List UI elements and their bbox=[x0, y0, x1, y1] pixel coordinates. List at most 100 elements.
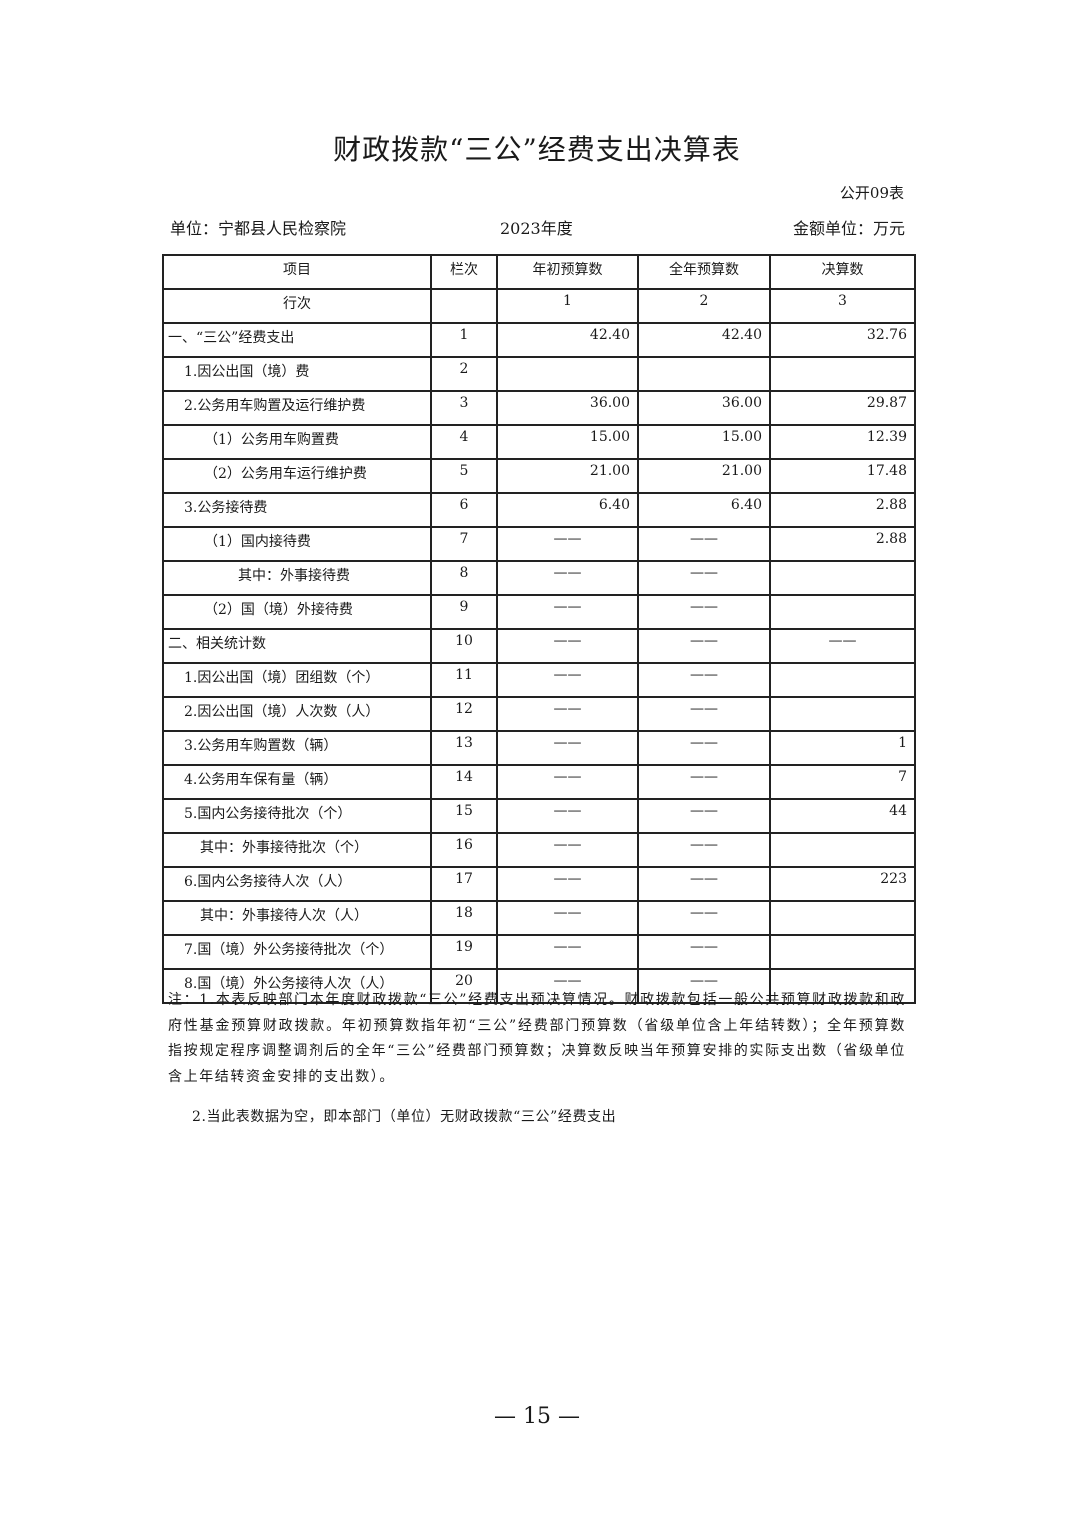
initial-budget-cell: —— bbox=[496, 798, 639, 834]
item-cell: 其中：外事接待批次（个） bbox=[162, 832, 432, 868]
document-title: 财政拨款“三公”经费支出决算表 bbox=[333, 133, 741, 166]
row-number-cell: 20 bbox=[430, 968, 498, 1004]
initial-budget-cell: 36.00 bbox=[496, 390, 639, 426]
page-number: — 15 — bbox=[494, 1404, 580, 1429]
index-row: 行次 1 2 3 bbox=[162, 288, 916, 324]
final-account-cell: 12.39 bbox=[769, 424, 916, 460]
full-year-budget-cell: —— bbox=[637, 560, 771, 596]
header-cell: 年初预算数 bbox=[496, 254, 639, 290]
initial-budget-cell: 6.40 bbox=[496, 492, 639, 528]
header-cell: 决算数 bbox=[769, 254, 916, 290]
header-cell: 项目 bbox=[162, 254, 432, 290]
table-row: 2.因公出国（境）人次数（人） 12 —— —— bbox=[162, 696, 916, 732]
table-row: 其中：外事接待人次（人） 18 —— —— bbox=[162, 900, 916, 936]
row-number-cell: 10 bbox=[430, 628, 498, 664]
item-cell: 一、“三公”经费支出 bbox=[162, 322, 432, 358]
final-account-cell bbox=[769, 696, 916, 732]
final-account-cell bbox=[769, 560, 916, 596]
table-row: 3.公务接待费 6 6.40 6.40 2.88 bbox=[162, 492, 916, 528]
unit-label: 单位：宁都县人民检察院 bbox=[170, 219, 347, 238]
initial-budget-cell: —— bbox=[496, 594, 639, 630]
final-account-cell: 44 bbox=[769, 798, 916, 834]
note-1: 注：1.本表反映部门本年度财政拨款“三公”经费支出预决算情况。财政拨款包括一般公… bbox=[168, 992, 906, 1085]
row-number-cell: 6 bbox=[430, 492, 498, 528]
header-cell: 全年预算数 bbox=[637, 254, 771, 290]
final-account-cell bbox=[769, 900, 916, 936]
initial-budget-cell: —— bbox=[496, 662, 639, 698]
full-year-budget-cell: —— bbox=[637, 730, 771, 766]
item-cell: 3.公务用车购置数（辆） bbox=[162, 730, 432, 766]
index-cell bbox=[430, 288, 498, 324]
initial-budget-cell bbox=[496, 356, 639, 392]
full-year-budget-cell: —— bbox=[637, 696, 771, 732]
final-account-cell bbox=[769, 968, 916, 1004]
final-account-cell bbox=[769, 934, 916, 970]
item-cell: 6.国内公务接待人次（人） bbox=[162, 866, 432, 902]
initial-budget-cell: 15.00 bbox=[496, 424, 639, 460]
item-cell: 8.国（境）外公务接待人次（人） bbox=[162, 968, 432, 1004]
initial-budget-cell: —— bbox=[496, 560, 639, 596]
item-cell: （2）公务用车运行维护费 bbox=[162, 458, 432, 494]
full-year-budget-cell: —— bbox=[637, 900, 771, 936]
row-number-cell: 9 bbox=[430, 594, 498, 630]
header-row: 项目 栏次 年初预算数 全年预算数 决算数 bbox=[162, 254, 916, 290]
full-year-budget-cell: —— bbox=[637, 662, 771, 698]
index-cell: 3 bbox=[769, 288, 916, 324]
initial-budget-cell: —— bbox=[496, 832, 639, 868]
table-row: 其中：外事接待费 8 —— —— bbox=[162, 560, 916, 596]
full-year-budget-cell: —— bbox=[637, 866, 771, 902]
row-number-cell: 15 bbox=[430, 798, 498, 834]
index-cell: 2 bbox=[637, 288, 771, 324]
row-number-cell: 16 bbox=[430, 832, 498, 868]
row-number-cell: 3 bbox=[430, 390, 498, 426]
item-cell: 4.公务用车保有量（辆） bbox=[162, 764, 432, 800]
full-year-budget-cell: —— bbox=[637, 594, 771, 630]
table-row: （2）国（境）外接待费 9 —— —— bbox=[162, 594, 916, 630]
final-account-cell bbox=[769, 356, 916, 392]
final-account-cell bbox=[769, 662, 916, 698]
full-year-budget-cell: —— bbox=[637, 968, 771, 1004]
year-label: 2023年度 bbox=[500, 219, 573, 238]
row-number-cell: 19 bbox=[430, 934, 498, 970]
table-row: （1）国内接待费 7 —— —— 2.88 bbox=[162, 526, 916, 562]
item-cell: 3.公务接待费 bbox=[162, 492, 432, 528]
table-row: 1.因公出国（境）团组数（个） 11 —— —— bbox=[162, 662, 916, 698]
full-year-budget-cell: 36.00 bbox=[637, 390, 771, 426]
row-number-cell: 4 bbox=[430, 424, 498, 460]
item-cell: （1）国内接待费 bbox=[162, 526, 432, 562]
full-year-budget-cell: 6.40 bbox=[637, 492, 771, 528]
header-cell: 栏次 bbox=[430, 254, 498, 290]
final-account-cell: 32.76 bbox=[769, 322, 916, 358]
item-cell: （2）国（境）外接待费 bbox=[162, 594, 432, 630]
index-cell: 行次 bbox=[162, 288, 432, 324]
row-number-cell: 2 bbox=[430, 356, 498, 392]
row-number-cell: 14 bbox=[430, 764, 498, 800]
full-year-budget-cell: —— bbox=[637, 832, 771, 868]
table-row: （1）公务用车购置费 4 15.00 15.00 12.39 bbox=[162, 424, 916, 460]
row-number-cell: 17 bbox=[430, 866, 498, 902]
item-cell: 2.公务用车购置及运行维护费 bbox=[162, 390, 432, 426]
initial-budget-cell: 42.40 bbox=[496, 322, 639, 358]
full-year-budget-cell bbox=[637, 356, 771, 392]
item-cell: 5.国内公务接待批次（个） bbox=[162, 798, 432, 834]
table-row: 二、相关统计数 10 —— —— —— bbox=[162, 628, 916, 664]
item-cell: 二、相关统计数 bbox=[162, 628, 432, 664]
initial-budget-cell: —— bbox=[496, 628, 639, 664]
final-account-cell: 29.87 bbox=[769, 390, 916, 426]
row-number-cell: 8 bbox=[430, 560, 498, 596]
full-year-budget-cell: —— bbox=[637, 628, 771, 664]
final-account-cell: —— bbox=[769, 628, 916, 664]
final-account-cell: 2.88 bbox=[769, 492, 916, 528]
table-row: 一、“三公”经费支出 1 42.40 42.40 32.76 bbox=[162, 322, 916, 358]
full-year-budget-cell: —— bbox=[637, 764, 771, 800]
final-account-cell: 1 bbox=[769, 730, 916, 766]
row-number-cell: 5 bbox=[430, 458, 498, 494]
expense-table: 项目 栏次 年初预算数 全年预算数 决算数 行次 1 2 3 一、“三公”经费支… bbox=[162, 254, 916, 1004]
table-row: （2）公务用车运行维护费 5 21.00 21.00 17.48 bbox=[162, 458, 916, 494]
full-year-budget-cell: —— bbox=[637, 798, 771, 834]
item-cell: 7.国（境）外公务接待批次（个） bbox=[162, 934, 432, 970]
table-row: 3.公务用车购置数（辆） 13 —— —— 1 bbox=[162, 730, 916, 766]
final-account-cell: 17.48 bbox=[769, 458, 916, 494]
initial-budget-cell: —— bbox=[496, 866, 639, 902]
initial-budget-cell: —— bbox=[496, 696, 639, 732]
